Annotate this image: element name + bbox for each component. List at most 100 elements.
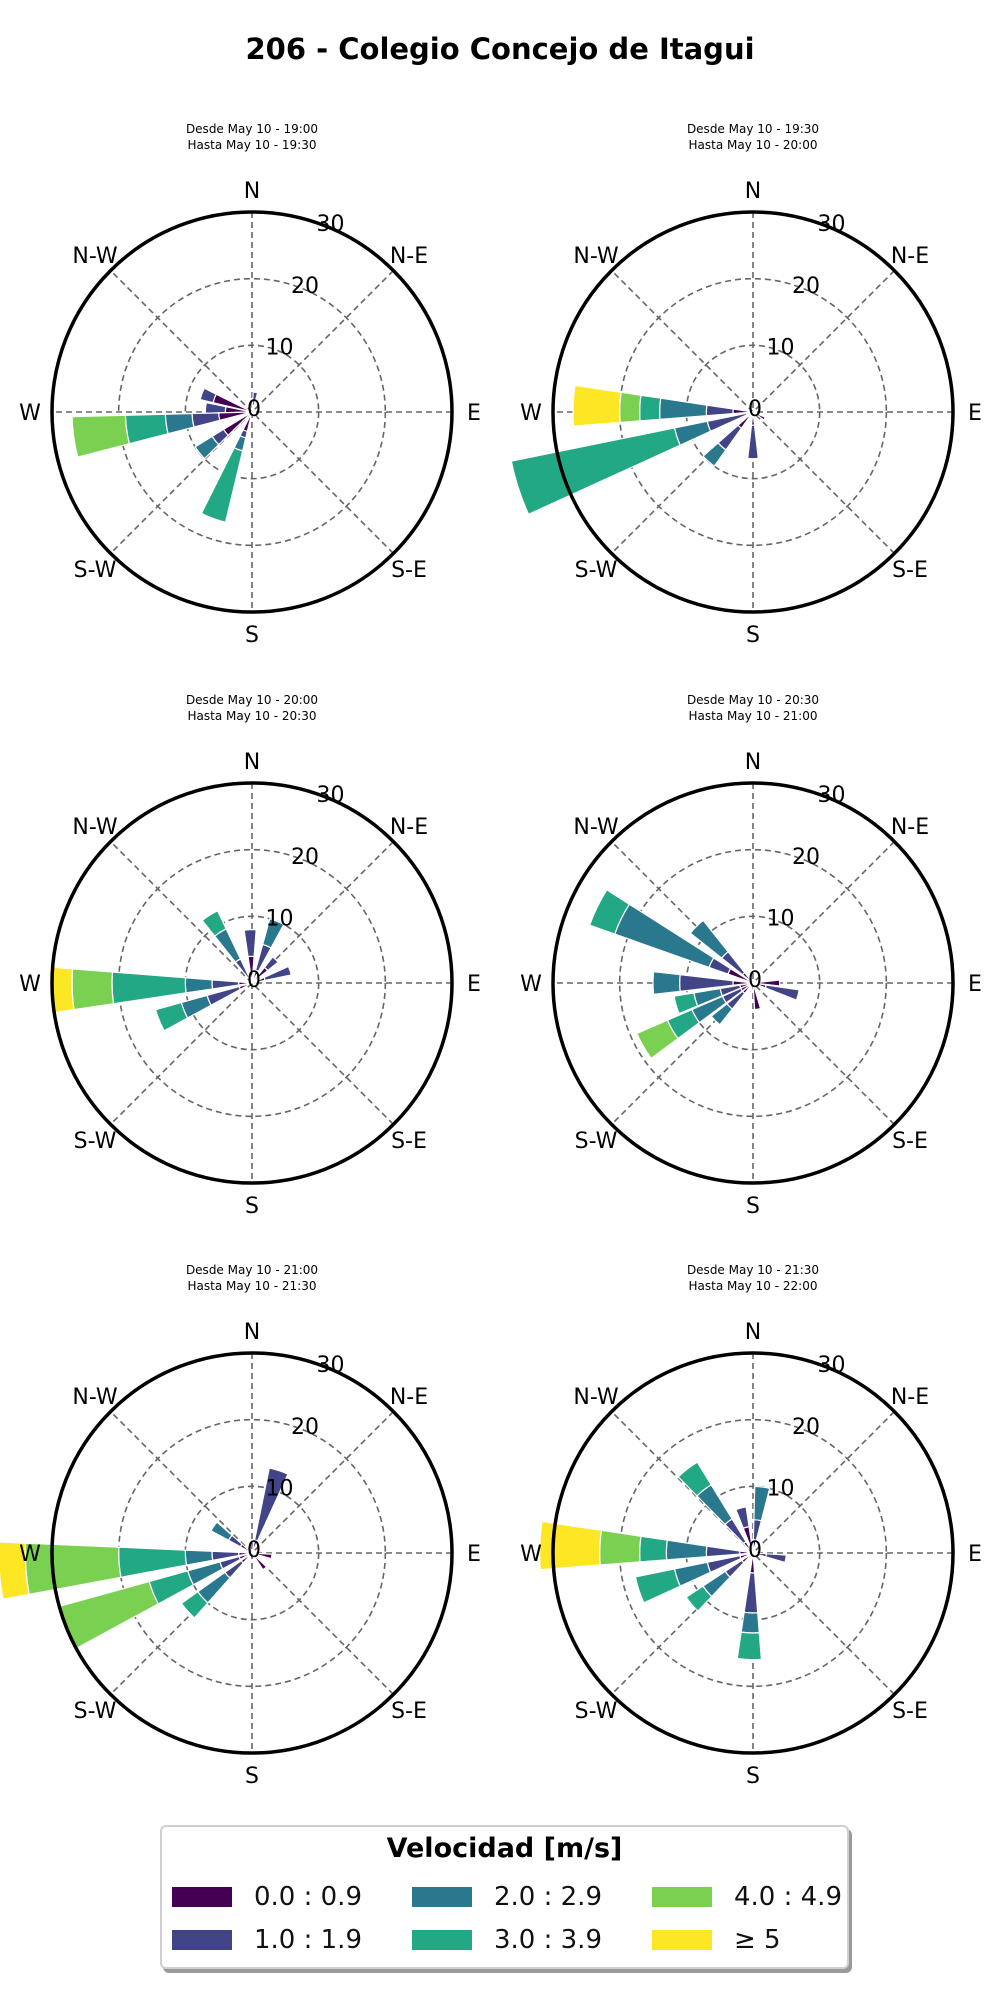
outer-circle: [551, 1351, 955, 1755]
chart-subtitle: Hasta May 10 - 20:00: [689, 138, 818, 152]
grid-circle: [117, 1418, 387, 1688]
windrose-bar: [599, 1529, 642, 1566]
direction-label: S-E: [892, 558, 928, 583]
grid-circle: [117, 848, 387, 1118]
direction-label: N-W: [72, 244, 118, 269]
direction-label: S-W: [74, 1699, 117, 1724]
windrose-bar: [659, 397, 708, 420]
windrose-bar: [765, 1553, 787, 1564]
radial-tick-label: 30: [317, 783, 345, 808]
windrose-bar: [71, 414, 131, 458]
direction-label: N: [745, 179, 761, 204]
direction-label: S-E: [391, 1129, 427, 1154]
outer-circle: [50, 1351, 454, 1755]
legend-label: 0.0 : 0.9: [254, 1882, 362, 1912]
windrose-bar: [752, 979, 781, 987]
direction-label: S: [245, 1194, 259, 1219]
radial-tick-label: 0: [748, 968, 762, 993]
windrose-chart: Desde May 10 - 21:00 Hasta May 10 - 21:30…: [0, 1263, 481, 1789]
legend-item: 0.0 : 0.9: [172, 1882, 362, 1912]
chart-subtitle: Hasta May 10 - 22:00: [689, 1279, 818, 1293]
windrose-bar: [58, 1580, 160, 1650]
chart-subtitle: Hasta May 10 - 21:30: [188, 1279, 317, 1293]
radial-tick-label: 10: [767, 335, 795, 360]
windrose-bar: [0, 1541, 30, 1600]
outer-circle: [50, 210, 454, 614]
legend: Velocidad [m/s] 0.0 : 0.9 1.0 : 1.9 2.0 …: [160, 1825, 849, 1969]
legend-label: 1.0 : 1.9: [254, 1925, 362, 1955]
direction-label: N-W: [573, 815, 619, 840]
legend-swatch: [652, 1887, 712, 1907]
radial-tick-label: 20: [792, 274, 820, 299]
windrose-bar: [154, 1001, 189, 1032]
windrose-bar: [539, 1520, 603, 1571]
windrose-bar: [652, 971, 681, 995]
windrose-bar: [263, 965, 292, 982]
grid-circle: [117, 277, 387, 547]
windrose-bar: [184, 977, 214, 994]
legend-item: 3.0 : 3.9: [412, 1925, 602, 1955]
radial-tick-label: 30: [317, 1353, 345, 1378]
direction-label: N-W: [72, 815, 118, 840]
radial-tick-label: 30: [818, 783, 846, 808]
windrose-bar: [572, 384, 622, 427]
windrose-bar: [261, 918, 285, 949]
windrose-bar: [702, 442, 727, 468]
windrose-bar: [184, 1549, 214, 1566]
radial-tick-label: 0: [247, 968, 261, 993]
radial-tick-label: 10: [767, 1476, 795, 1501]
direction-label: N: [244, 179, 260, 204]
direction-label: S: [245, 623, 259, 648]
radial-tick-label: 0: [247, 1538, 261, 1563]
direction-label: S-W: [575, 1129, 618, 1154]
radial-tick-label: 0: [247, 397, 261, 422]
chart-subtitle: Desde May 10 - 21:30: [687, 1263, 819, 1277]
direction-label: N: [244, 1320, 260, 1345]
chart-subtitle: Hasta May 10 - 20:30: [188, 709, 317, 723]
chart-subtitle: Desde May 10 - 19:30: [687, 122, 819, 136]
windrose-bar: [124, 413, 169, 445]
legend-swatch: [172, 1887, 232, 1907]
legend-label: 4.0 : 4.9: [734, 1882, 842, 1912]
windrose-bar: [204, 401, 227, 414]
radial-tick-label: 10: [266, 906, 294, 931]
legend-label: 3.0 : 3.9: [494, 1925, 602, 1955]
direction-label: S: [746, 1194, 760, 1219]
radial-tick-label: 0: [748, 1538, 762, 1563]
chart-subtitle: Desde May 10 - 19:00: [186, 122, 318, 136]
chart-subtitle: Desde May 10 - 21:00: [186, 1263, 318, 1277]
windrose-bar: [743, 1572, 759, 1614]
windrose-bar: [199, 387, 218, 404]
direction-label: E: [968, 1542, 982, 1567]
windrose-bar: [752, 982, 762, 1011]
windrose-bar: [705, 1545, 741, 1558]
legend-item: 1.0 : 1.9: [172, 1925, 362, 1955]
direction-label: N-W: [72, 1385, 118, 1410]
windrose-bar: [191, 412, 221, 428]
windrose-bar: [752, 411, 767, 421]
direction-label: S-E: [391, 1699, 427, 1724]
page-title: 206 - Colegio Concejo de Itagui: [245, 32, 755, 66]
windrose-chart: Desde May 10 - 19:30 Hasta May 10 - 20:00…: [510, 122, 982, 648]
windrose-bar: [164, 412, 195, 435]
legend-item: ≥ 5: [652, 1925, 781, 1955]
windrose-bar: [253, 1467, 289, 1542]
grid-spoke: [611, 270, 895, 554]
direction-label: S-W: [575, 558, 618, 583]
direction-label: S: [746, 1764, 760, 1789]
windrose-bar: [677, 1461, 713, 1497]
radial-tick-label: 0: [748, 397, 762, 422]
radial-tick-label: 10: [767, 906, 795, 931]
direction-label: E: [968, 401, 982, 426]
grid-circle: [618, 848, 888, 1118]
windrose-bar: [685, 1585, 713, 1612]
legend-swatch: [172, 1930, 232, 1950]
windrose-bar: [639, 1535, 668, 1563]
radial-tick-label: 10: [266, 335, 294, 360]
grid-circle: [618, 277, 888, 547]
windrose-bar: [665, 1539, 708, 1561]
radial-tick-label: 20: [792, 1415, 820, 1440]
windrose-bar: [747, 424, 759, 460]
windrose-bar: [243, 929, 257, 958]
windrose-bar: [180, 1590, 209, 1619]
